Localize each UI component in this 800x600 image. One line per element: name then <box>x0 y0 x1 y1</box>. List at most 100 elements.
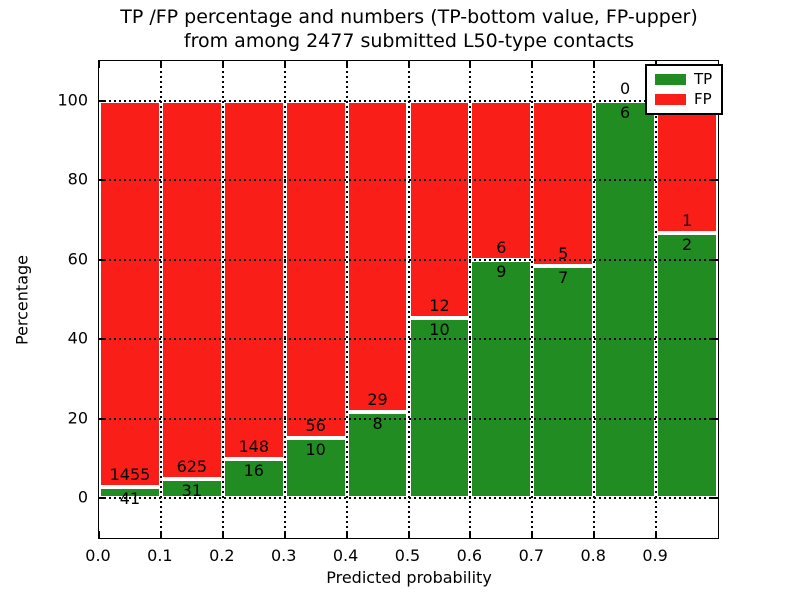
x-tick-label-0.9: 0.9 <box>642 546 668 565</box>
bar-fp-2 <box>222 100 285 460</box>
x-tick-bottom-0.3 <box>283 531 286 538</box>
bar-tp-9 <box>656 233 718 499</box>
x-tick-top-0.3 <box>283 61 286 68</box>
chart-title-line2: from among 2477 submitted L50-type conta… <box>183 30 635 52</box>
legend-label-tp: TP <box>694 70 713 88</box>
x-tick-top-0.6 <box>469 61 472 68</box>
bar-fp-4 <box>346 100 409 413</box>
x-tick-top-0.5 <box>407 61 410 68</box>
bar-tp-3 <box>284 438 347 499</box>
x-tick-top-0.7 <box>531 61 534 68</box>
y-tick-right-60 <box>711 258 718 261</box>
bar-count-tp-7: 7 <box>558 268 569 288</box>
gridline-v-0.4 <box>345 61 348 538</box>
legend-swatch-tp-icon <box>655 74 686 85</box>
y-tick-label-80: 80 <box>67 169 88 189</box>
bar-count-fp-1: 625 <box>176 457 208 477</box>
y-tick-label-0: 0 <box>77 487 88 507</box>
y-tick-left-80 <box>99 179 106 182</box>
legend-label-fp: FP <box>694 90 712 108</box>
bar-count-tp-2: 16 <box>243 461 264 481</box>
bar-tp-6 <box>470 259 533 499</box>
x-tick-bottom-0.8 <box>593 531 596 538</box>
y-tick-right-80 <box>711 179 718 182</box>
chart-title-line1: TP /FP percentage and numbers (TP-bottom… <box>120 6 698 28</box>
bar-count-fp-4: 29 <box>367 390 388 410</box>
y-tick-label-20: 20 <box>67 408 88 428</box>
x-tick-label-0.6: 0.6 <box>456 546 483 565</box>
legend: TP FP <box>645 64 724 115</box>
bar-count-fp-2: 148 <box>238 437 270 457</box>
bar-count-fp-8: 0 <box>620 78 631 98</box>
y-tick-left-20 <box>99 417 106 420</box>
gridline-v-0.7 <box>531 61 534 538</box>
bar-fp-1 <box>160 100 223 480</box>
bar-count-fp-7: 5 <box>558 244 569 264</box>
y-tick-label-40: 40 <box>67 328 88 348</box>
x-tick-label-0.3: 0.3 <box>270 546 297 565</box>
y-tick-right-20 <box>711 417 718 420</box>
x-tick-bottom-0.5 <box>407 531 410 538</box>
bar-count-fp-0: 1455 <box>109 465 151 485</box>
x-tick-bottom-0.2 <box>221 531 224 538</box>
gridline-v-0.1 <box>159 61 162 538</box>
x-tick-label-0.8: 0.8 <box>580 546 606 565</box>
x-tick-bottom-0.9 <box>655 531 658 538</box>
bar-count-tp-4: 8 <box>372 414 383 434</box>
bar-count-tp-8: 6 <box>620 102 631 122</box>
x-tick-label-0.2: 0.2 <box>209 546 235 565</box>
y-tick-label-100: 100 <box>57 90 88 110</box>
y-tick-right-0 <box>711 497 718 500</box>
plot-area: 1455 41 625 31 148 16 56 10 29 8 12 10 6 9 5 7 0 6 1 2 <box>98 60 719 539</box>
x-tick-top-0.8 <box>593 61 596 68</box>
x-tick-top-0.1 <box>159 61 162 68</box>
bar-tp-5 <box>408 317 471 499</box>
bar-count-tp-3: 10 <box>305 440 326 460</box>
bar-count-fp-6: 6 <box>496 237 507 257</box>
bar-tp-2 <box>222 459 285 499</box>
x-tick-label-0.7: 0.7 <box>518 546 545 565</box>
bar-fp-5 <box>408 100 471 318</box>
bar-count-tp-9: 2 <box>681 235 693 255</box>
bar-count-fp-3: 56 <box>305 416 326 436</box>
x-tick-bottom-0.7 <box>531 531 534 538</box>
bar-fp-3 <box>284 100 347 439</box>
x-tick-bottom-0.6 <box>469 531 472 538</box>
x-tick-bottom-0.0 <box>98 531 100 538</box>
gridline-v-0.6 <box>469 61 472 538</box>
x-tick-bottom-0.1 <box>159 531 162 538</box>
bar-count-tp-0: 41 <box>119 489 141 509</box>
legend-item-fp: FP <box>655 92 712 107</box>
x-tick-bottom-0.4 <box>345 531 348 538</box>
y-tick-left-0 <box>99 497 106 500</box>
gridline-v-0.5 <box>407 61 410 538</box>
x-tick-label-0.1: 0.1 <box>147 546 173 565</box>
legend-swatch-fp-icon <box>655 94 686 105</box>
bar-fp-0 <box>99 100 161 488</box>
bar-tp-8 <box>594 100 657 499</box>
x-axis-label: Predicted probability <box>326 568 492 587</box>
bar-tp-7 <box>532 266 595 499</box>
bar-fp-7 <box>532 100 595 267</box>
gridline-v-0.2 <box>221 61 224 538</box>
x-tick-label-0.0: 0.0 <box>85 546 111 565</box>
y-tick-left-40 <box>99 338 106 341</box>
x-tick-label-0.4: 0.4 <box>332 546 359 565</box>
y-tick-label-60: 60 <box>67 249 88 269</box>
x-tick-top-0.0 <box>98 61 100 68</box>
x-tick-top-0.4 <box>345 61 348 68</box>
gridline-v-0.9 <box>655 61 658 538</box>
bar-count-tp-1: 31 <box>181 481 203 501</box>
legend-item-tp: TP <box>655 72 712 87</box>
x-tick-label-0.5: 0.5 <box>394 546 421 565</box>
x-tick-top-0.2 <box>221 61 224 68</box>
gridline-v-0.8 <box>593 61 596 538</box>
gridline-v-0.3 <box>283 61 286 538</box>
bar-count-fp-9: 1 <box>681 211 693 231</box>
bar-count-tp-5: 10 <box>429 319 450 339</box>
y-tick-right-40 <box>711 338 718 341</box>
y-tick-left-60 <box>99 258 106 261</box>
bar-count-fp-5: 12 <box>429 295 450 315</box>
bar-count-tp-6: 9 <box>496 261 507 281</box>
